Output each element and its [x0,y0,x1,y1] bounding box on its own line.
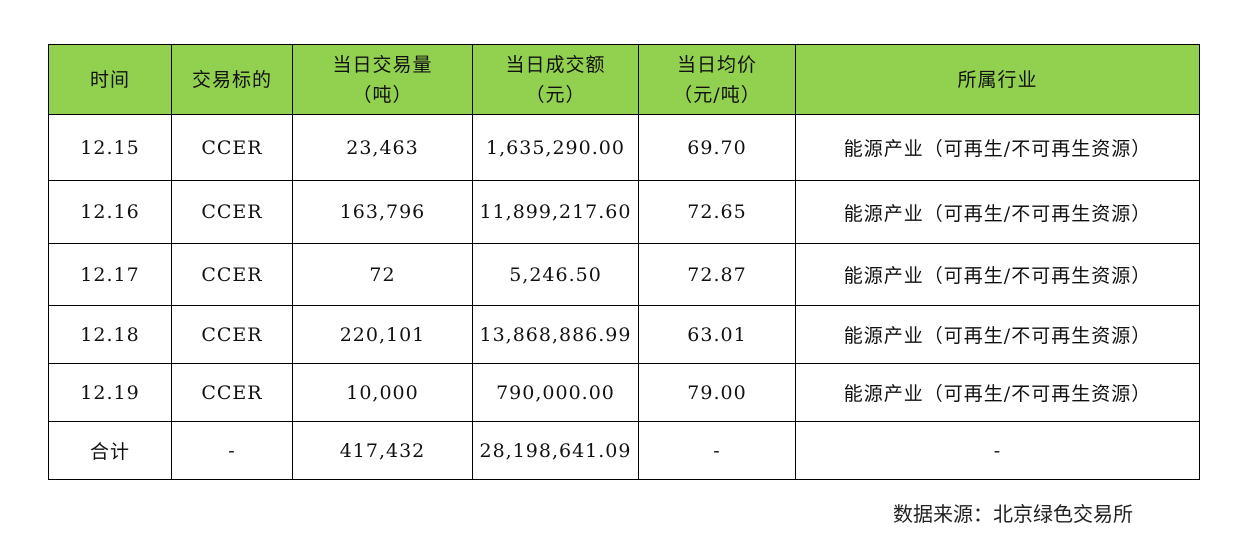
cell-turnover: 11,899,217.60 [472,180,639,244]
cell-volume: 72 [292,243,473,306]
table-row: 12.17 CCER 72 5,246.50 72.87 能源产业（可再生/不可再生资源） [48,243,1200,306]
cell-instrument: CCER [171,180,293,244]
cell-turnover: 13,868,886.99 [472,305,639,364]
header-instrument: 交易标的 [171,44,293,115]
cell-turnover: 28,198,641.09 [472,421,639,480]
cell-industry: 能源产业（可再生/不可再生资源） [795,180,1200,244]
cell-industry: - [795,421,1200,480]
trading-table: 时间 交易标的 当日交易量 （吨） 当日成交额 （元） 当日均价 （元/吨） 所属行业… [48,44,1200,480]
cell-instrument: CCER [171,114,293,181]
cell-time: 合计 [48,421,172,480]
table-row: 12.15 CCER 23,463 1,635,290.00 69.70 能源产业（可再生… [48,114,1200,181]
header-volume: 当日交易量 （吨） [292,44,473,115]
cell-volume: 163,796 [292,180,473,244]
cell-turnover: 790,000.00 [472,363,639,422]
cell-instrument: - [171,421,293,480]
cell-industry: 能源产业（可再生/不可再生资源） [795,305,1200,364]
header-industry: 所属行业 [795,44,1200,115]
header-row: 时间 交易标的 当日交易量 （吨） 当日成交额 （元） 当日均价 （元/吨） 所属行业 [48,44,1200,115]
cell-volume: 417,432 [292,421,473,480]
cell-avg-price: 69.70 [638,114,796,181]
cell-time: 12.18 [48,305,172,364]
cell-avg-price: 63.01 [638,305,796,364]
cell-time: 12.19 [48,363,172,422]
cell-time: 12.17 [48,243,172,306]
cell-avg-price: 72.65 [638,180,796,244]
header-time: 时间 [48,44,172,115]
header-turnover: 当日成交额 （元） [472,44,639,115]
cell-volume: 23,463 [292,114,473,181]
table-row: 12.16 CCER 163,796 11,899,217.60 72.65 能源产业（可… [48,180,1200,244]
cell-instrument: CCER [171,363,293,422]
total-row: 合计 -417,432 28,198,641.09- - [48,421,1200,480]
cell-time: 12.15 [48,114,172,181]
table-row: 12.19 CCER 10,000 790,000.00 79.00 能源产业（可再生/不… [48,363,1200,422]
cell-industry: 能源产业（可再生/不可再生资源） [795,243,1200,306]
cell-volume: 220,101 [292,305,473,364]
cell-avg-price: - [638,421,796,480]
cell-avg-price: 72.87 [638,243,796,306]
cell-instrument: CCER [171,305,293,364]
cell-volume: 10,000 [292,363,473,422]
cell-turnover: 1,635,290.00 [472,114,639,181]
cell-avg-price: 79.00 [638,363,796,422]
cell-turnover: 5,246.50 [472,243,639,306]
data-source: 数据来源：北京绿色交易所 [893,502,1133,526]
cell-industry: 能源产业（可再生/不可再生资源） [795,114,1200,181]
cell-instrument: CCER [171,243,293,306]
cell-time: 12.16 [48,180,172,244]
cell-industry: 能源产业（可再生/不可再生资源） [795,363,1200,422]
table-row: 12.18 CCER 220,101 13,868,886.99 63.01 能源产业（可… [48,305,1200,364]
header-avg-price: 当日均价 （元/吨） [638,44,796,115]
